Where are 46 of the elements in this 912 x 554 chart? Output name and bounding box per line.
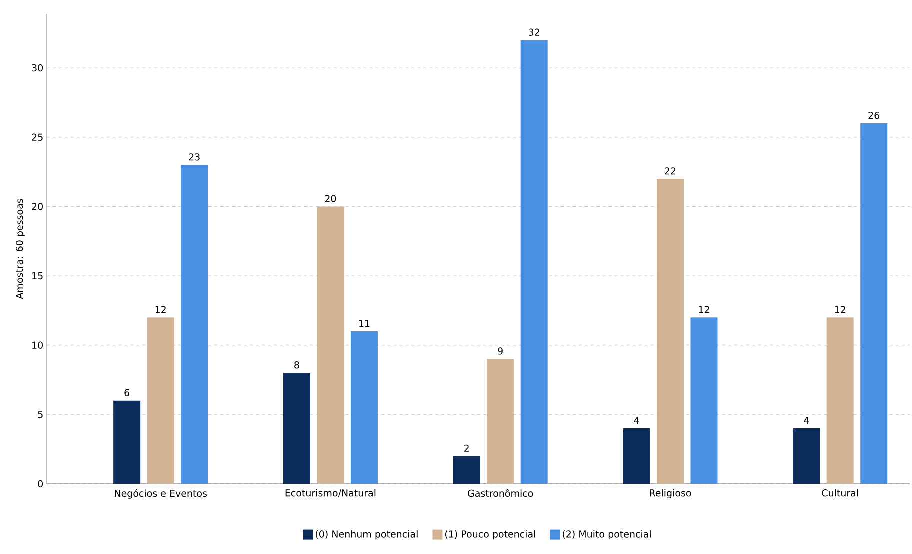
data-label: 32 <box>529 28 540 36</box>
bar <box>860 124 888 484</box>
bar <box>283 373 310 484</box>
y-tick-label: 0 <box>38 480 43 488</box>
data-label: 4 <box>634 417 640 424</box>
x-tick-label: Cultural <box>822 489 858 497</box>
bar <box>453 456 480 484</box>
bar <box>181 165 208 484</box>
data-label: 23 <box>189 154 200 161</box>
y-tick-label: 25 <box>32 134 43 141</box>
bar <box>114 400 141 484</box>
y-tick-label: 20 <box>32 203 43 210</box>
bar <box>623 428 650 484</box>
data-label: 8 <box>294 362 300 369</box>
bar <box>350 331 378 484</box>
y-tick-label: 30 <box>32 64 43 72</box>
data-label: 2 <box>464 444 469 452</box>
legend-label: (1) Pouco potencial <box>445 530 536 540</box>
bar <box>690 318 718 484</box>
data-label: 4 <box>804 417 810 424</box>
bar <box>520 40 548 484</box>
data-label: 12 <box>835 306 846 314</box>
x-tick-label: Ecoturismo/Natural <box>286 489 376 498</box>
x-tick-label: Religioso <box>650 489 692 499</box>
bar <box>656 178 684 484</box>
legend-label: (0) Nenhum potencial <box>316 530 418 540</box>
bar <box>487 359 514 484</box>
x-tick-label: Gastronômico <box>468 489 534 498</box>
bar <box>793 428 820 484</box>
data-label: 26 <box>868 112 880 120</box>
x-tick-label: Negócios e Eventos <box>115 489 207 499</box>
data-label: 12 <box>156 306 166 314</box>
bar <box>147 318 174 484</box>
y-tick-label: 10 <box>32 342 43 349</box>
bar <box>826 318 854 484</box>
bar <box>317 206 344 484</box>
data-label: 12 <box>699 306 710 314</box>
y-axis-title: Amostra: 60 pessoas <box>16 199 26 300</box>
legend-label: (2) Muito potencial <box>562 530 651 540</box>
y-tick-label: 15 <box>32 272 43 280</box>
data-label: 20 <box>325 195 336 202</box>
data-label: 6 <box>124 389 130 396</box>
data-label: 22 <box>665 168 676 175</box>
y-tick-label: 5 <box>38 411 43 418</box>
data-label: 11 <box>359 320 370 328</box>
data-label: 9 <box>498 348 503 355</box>
